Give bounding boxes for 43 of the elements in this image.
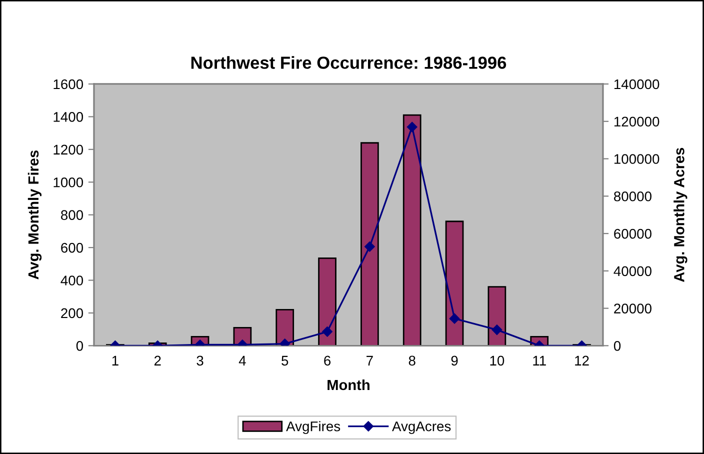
y2-tick-label: 120000 [614,116,660,127]
x-tick-label: 11 [533,356,546,366]
x-tick-label: 4 [238,356,246,366]
bar [318,257,336,346]
y-tick-label: 1200 [54,144,84,155]
legend-label: AvgFires [286,421,340,434]
point [364,241,375,252]
y2-tick-label: 20000 [614,304,652,314]
y2-tick-label: 80000 [614,191,652,202]
bar [402,114,422,346]
x-tick-label: 7 [366,356,373,366]
x-tick-label: 8 [408,356,416,366]
y2-tick-label: 40000 [614,266,652,276]
y-tick-label: 200 [61,308,84,318]
x-tick-label: 10 [490,356,504,366]
y2-tick-label: 100000 [614,154,660,164]
x-axis-title: Month [328,379,370,390]
x-tick-label: 12 [575,356,589,366]
point [406,122,418,132]
x-tick-label: 1 [112,356,118,366]
x-tick-label: 3 [196,356,204,366]
y2-axis-title: Avg. Monthly Acres [674,148,688,282]
y-axis-title: Avg. Monthly Fires [28,150,42,280]
y-tick-label: 800 [61,210,84,220]
legend-label: AvgAcres [392,422,451,434]
y2-tick-label: 60000 [614,228,652,239]
x-tick-label: 5 [282,356,288,366]
y-tick-label: 0 [76,341,84,351]
y-tick-label: 1000 [54,177,84,188]
y2-tick-label: 0 [614,341,621,351]
y-tick-label: 600 [61,242,84,253]
x-tick-label: 6 [324,356,331,366]
bar [445,220,464,346]
x-tick-label: 2 [154,356,161,366]
y-tick-label: 1400 [54,112,84,122]
y2-tick-label: 140000 [614,79,660,90]
chart-title: Northwest Fire Occurrence: 1986-1996 [191,56,506,69]
y-tick-label: 1600 [54,79,84,90]
bar [488,286,506,346]
bar [360,142,379,346]
x-tick-label: 9 [451,356,458,366]
y-tick-label: 400 [60,276,84,286]
bar [276,309,294,346]
